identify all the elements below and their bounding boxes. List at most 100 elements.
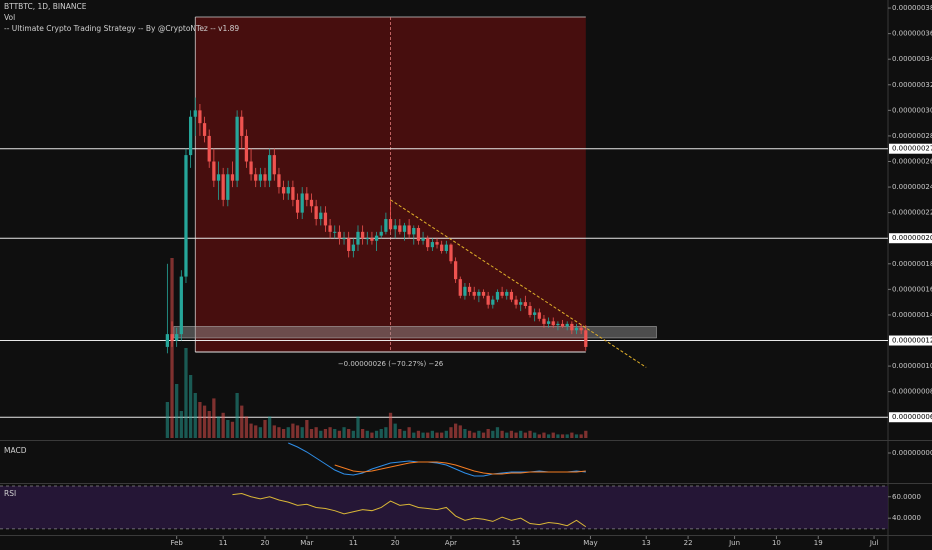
candle-body <box>528 305 532 315</box>
candle-body <box>235 116 239 181</box>
candle-body <box>426 238 430 248</box>
volume-bar <box>509 430 514 438</box>
volume-bar <box>551 432 555 438</box>
candle-body <box>319 212 323 220</box>
rsi-line <box>232 493 587 528</box>
y-tick-label: 0.00000026 <box>892 157 932 165</box>
candle-body <box>393 225 397 230</box>
candle-body <box>351 244 355 252</box>
volume-bar <box>175 384 179 438</box>
candle-body <box>175 334 179 341</box>
volume-bar <box>365 430 369 438</box>
candle-body <box>263 174 267 181</box>
volume-bar <box>300 427 304 438</box>
x-tick-label: 11 <box>349 539 358 547</box>
volume-bar <box>477 430 481 438</box>
volume-bar <box>379 429 383 438</box>
volume-bar <box>556 434 560 438</box>
candle-body <box>574 327 579 331</box>
y-tick-label: 0.00000024 <box>892 183 932 191</box>
rsi-tick-label: 40.0000 <box>892 514 921 522</box>
volume-bar <box>542 432 546 438</box>
volume-bar <box>528 430 532 438</box>
rsi-tick-label: 60.0000 <box>892 493 921 501</box>
candle-body <box>179 276 183 335</box>
volume-bar <box>486 429 490 438</box>
zone <box>173 326 657 339</box>
candle-body <box>412 227 416 235</box>
volume-bar <box>235 393 239 438</box>
volume-bar <box>560 434 565 438</box>
candle-body <box>198 110 202 124</box>
candle-body <box>444 244 448 252</box>
x-tick-label: Jul <box>869 539 879 547</box>
candle-body <box>486 295 490 305</box>
candle-body <box>514 299 518 305</box>
candle-body <box>579 327 583 331</box>
candle-body <box>421 238 425 241</box>
chart-title: BTTBTC, 1D, BINANCE <box>4 2 87 11</box>
candle-body <box>537 312 541 319</box>
candle-body <box>402 225 407 232</box>
volume-bar <box>165 402 169 438</box>
volume-bar <box>500 430 504 438</box>
volume-bar <box>286 427 290 438</box>
y-tick-label: 0.00000022 <box>892 209 932 217</box>
volume-bar <box>491 430 495 438</box>
candle-body <box>388 219 393 230</box>
level-label: 0.00000020 <box>892 234 932 242</box>
x-tick-label: May <box>583 539 597 547</box>
candle-body <box>467 286 472 292</box>
volume-bar <box>440 432 444 438</box>
candle-body <box>477 291 481 296</box>
strategy-title: -- Ultimate Crypto Trading Strategy -- B… <box>4 24 239 33</box>
volume-bar <box>342 427 346 438</box>
candle-body <box>193 110 197 117</box>
volume-bar <box>426 432 430 438</box>
candle-body <box>277 174 281 188</box>
y-tick-label: 0.00000034 <box>892 55 932 63</box>
volume-bar <box>384 427 388 438</box>
macd-line <box>288 442 586 477</box>
macd-title: MACD <box>4 446 27 455</box>
y-tick-label: 0.00000032 <box>892 81 932 89</box>
candle-body <box>458 279 462 296</box>
candle-body <box>384 219 388 232</box>
volume-bar <box>495 427 500 438</box>
volume-bar <box>412 432 416 438</box>
level-label-box <box>889 335 932 346</box>
y-tick-label: 0.00000038 <box>892 4 932 12</box>
candle-body <box>249 161 253 175</box>
y-tick-label: 0.00000028 <box>892 132 932 140</box>
x-tick-label: Jun <box>728 539 740 547</box>
candle-body <box>472 291 476 296</box>
x-tick-label: 11 <box>219 539 228 547</box>
level-label: 0.00000027 <box>892 145 932 153</box>
volume-bar <box>584 430 588 438</box>
level-label-box <box>889 412 932 423</box>
volume-bar <box>309 429 314 438</box>
volume-bar <box>574 434 579 438</box>
volume-bar <box>240 405 244 438</box>
volume-bar <box>523 432 527 438</box>
volume-bar <box>184 348 188 438</box>
volume-bar <box>570 432 574 438</box>
candle-body <box>551 321 555 326</box>
volume-bar <box>388 412 393 438</box>
candle-body <box>258 174 262 181</box>
candle-body <box>546 321 551 324</box>
x-tick-label: Mar <box>300 539 313 547</box>
candle-body <box>584 330 588 347</box>
candle-body <box>491 299 495 305</box>
volume-bar <box>361 429 365 438</box>
volume-bar <box>519 430 523 438</box>
volume-bar <box>356 416 360 438</box>
volume-bar <box>221 412 225 438</box>
x-tick-label: 19 <box>814 539 823 547</box>
volume-bar <box>416 430 421 438</box>
volume-bar <box>170 258 174 438</box>
x-tick-label: Apr <box>445 539 457 547</box>
candle-body <box>272 155 276 175</box>
y-tick-label: 0.00000030 <box>892 106 932 114</box>
volume-bar <box>216 416 221 438</box>
